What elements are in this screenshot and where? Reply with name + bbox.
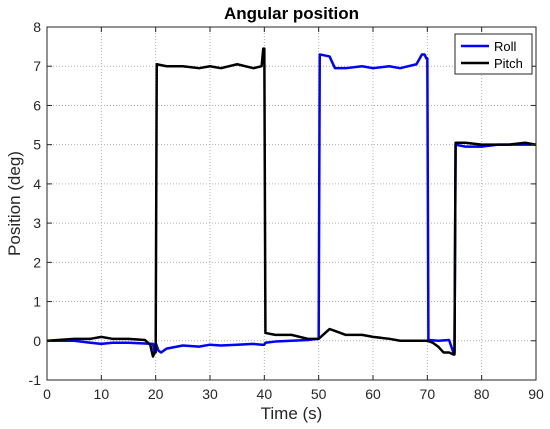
x-tick-label: 80 [474,386,490,402]
x-tick-label: 70 [420,386,436,402]
y-tick-label: 7 [33,58,41,74]
legend-label-roll: Roll [494,39,517,54]
y-tick-label: 6 [33,97,41,113]
chart-title: Angular position [224,4,359,23]
x-tick-label: 60 [365,386,381,402]
legend-box [454,33,533,75]
y-tick-label: -1 [29,372,42,388]
y-tick-label: 4 [33,176,41,192]
x-tick-label: 50 [311,386,327,402]
x-tick-label: 0 [43,386,51,402]
x-tick-label: 90 [528,386,544,402]
x-tick-label: 10 [94,386,110,402]
series-line-pitch [46,47,537,358]
y-tick-label: 0 [33,333,41,349]
x-tick-label: 40 [257,386,273,402]
y-tick-label: 2 [33,254,41,270]
axes-box [46,26,537,381]
y-tick-label: 8 [33,19,41,35]
x-tick-label: 20 [148,386,164,402]
x-axis-label: Time (s) [261,404,323,423]
x-tick-label: 30 [202,386,218,402]
legend-label-pitch: Pitch [494,56,523,71]
plot-area [47,27,536,380]
y-tick-label: 1 [33,294,41,310]
y-axis-label: Position (deg) [5,151,24,256]
y-tick-label: 3 [33,215,41,231]
y-tick-label: 5 [33,137,41,153]
